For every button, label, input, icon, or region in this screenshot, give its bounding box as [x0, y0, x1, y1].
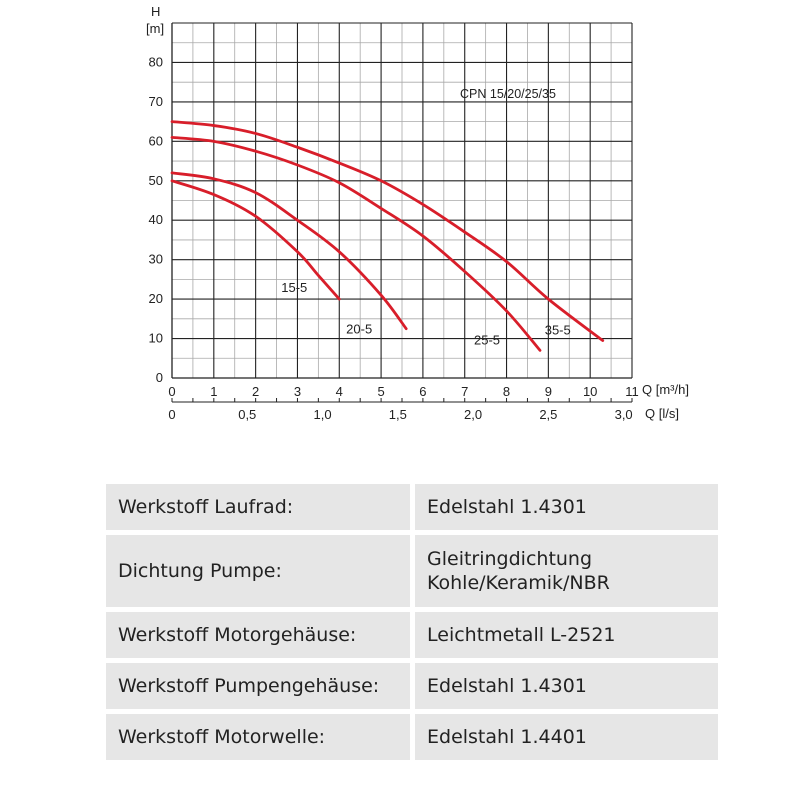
- x2-tick-label: 1,0: [314, 407, 332, 422]
- spec-value: Edelstahl 1.4301: [415, 484, 718, 530]
- x-tick-label: 4: [336, 384, 343, 399]
- axes: [171, 23, 633, 403]
- spec-value-line: Edelstahl 1.4301: [427, 675, 587, 697]
- spec-value-line: Edelstahl 1.4301: [427, 496, 587, 518]
- y-tick-labels: 0 10 20 30 40 50 60 70 80: [149, 54, 163, 385]
- curve-label-15-5: 15-5: [281, 280, 307, 295]
- spec-value: Edelstahl 1.4401: [415, 714, 718, 760]
- x-axis-title: Q [m³/h]: [642, 382, 689, 397]
- curve-25-5: [170, 135, 542, 352]
- spec-key: Werkstoff Laufrad:: [106, 484, 415, 530]
- curve-label-35-5: 35-5: [545, 323, 571, 338]
- curve-label-20-5: 20-5: [346, 322, 372, 337]
- x2-tick-label: 0: [168, 407, 175, 422]
- spec-key: Werkstoff Pumpengehäuse:: [106, 663, 415, 709]
- x2-tick-label: 2,5: [539, 407, 557, 422]
- y-tick-label: 70: [149, 94, 163, 109]
- curve-labels: 15-5 20-5 25-5 35-5: [281, 280, 570, 347]
- chart-title: CPN 15/20/25/35: [460, 87, 556, 101]
- pump-curves: [170, 120, 605, 352]
- spec-value-line: Leichtmetall L-2521: [427, 624, 616, 646]
- x2-tick-labels: 0 0,5 1,0 1,5 2,0 2,5 3,0: [168, 407, 632, 422]
- spec-table: Werkstoff Laufrad: Edelstahl 1.4301 Dichtu…: [106, 479, 718, 765]
- spec-row: Werkstoff Pumpengehäuse: Edelstahl 1.4301: [106, 663, 718, 709]
- x-tick-label: 9: [545, 384, 552, 399]
- spec-value-line: Kohle/Keramik/NBR: [427, 572, 610, 594]
- x2-axis-title: Q [l/s]: [645, 406, 679, 421]
- x2-tick-label: 0,5: [238, 407, 256, 422]
- y-tick-label: 30: [149, 252, 163, 267]
- x2-tick-label: 2,0: [464, 407, 482, 422]
- y-tick-label: 0: [156, 370, 163, 385]
- pump-curve-chart: 0 10 20 30 40 50 60 70 80 0 1 2 3 4 5 6 7 8 9 10 11 0 0,5 1,0…: [146, 4, 689, 422]
- y-tick-label: 20: [149, 291, 163, 306]
- y-tick-label: 40: [149, 212, 163, 227]
- x-tick-label: 8: [503, 384, 510, 399]
- spec-value-line: Edelstahl 1.4401: [427, 726, 587, 748]
- curve-label-25-5: 25-5: [474, 332, 500, 347]
- x-tick-label: 7: [461, 384, 468, 399]
- y-axis-title-unit: [m]: [146, 21, 164, 36]
- x-tick-label: 0: [168, 384, 175, 399]
- spec-row: Dichtung Pumpe: Gleitringdichtung Kohle/Ke…: [106, 535, 718, 607]
- curve-35-5: [170, 120, 605, 342]
- spec-value: Gleitringdichtung Kohle/Keramik/NBR: [415, 535, 718, 607]
- spec-value: Leichtmetall L-2521: [415, 612, 718, 658]
- x-tick-label: 3: [294, 384, 301, 399]
- spec-value: Edelstahl 1.4301: [415, 663, 718, 709]
- x-tick-label: 2: [252, 384, 259, 399]
- y-tick-label: 50: [149, 173, 163, 188]
- spec-row: Werkstoff Motorgehäuse: Leichtmetall L-25…: [106, 612, 718, 658]
- spec-key: Dichtung Pumpe:: [106, 535, 415, 607]
- spec-row: Werkstoff Motorwelle: Edelstahl 1.4401: [106, 714, 718, 760]
- y-tick-label: 10: [149, 331, 163, 346]
- x-tick-labels: 0 1 2 3 4 5 6 7 8 9 10 11: [168, 384, 638, 399]
- curve-20-5: [170, 171, 408, 331]
- x-tick-label: 5: [377, 384, 384, 399]
- x-tick-label: 10: [583, 384, 597, 399]
- spec-value-line: Gleitringdichtung: [427, 548, 593, 570]
- curve-15-5: [170, 179, 341, 301]
- y-tick-label: 80: [149, 54, 163, 69]
- minor-grid: [172, 23, 632, 378]
- x-tick-label: 11: [625, 384, 639, 399]
- y-tick-label: 60: [149, 133, 163, 148]
- x-tick-label: 6: [419, 384, 426, 399]
- x2-tick-label: 3,0: [615, 407, 633, 422]
- y-axis-title-h: H: [151, 4, 160, 19]
- major-grid: [172, 22, 633, 378]
- spec-row: Werkstoff Laufrad: Edelstahl 1.4301: [106, 484, 718, 530]
- x2-tick-label: 1,5: [389, 407, 407, 422]
- spec-key: Werkstoff Motorgehäuse:: [106, 612, 415, 658]
- spec-key: Werkstoff Motorwelle:: [106, 714, 415, 760]
- x-tick-label: 1: [210, 384, 217, 399]
